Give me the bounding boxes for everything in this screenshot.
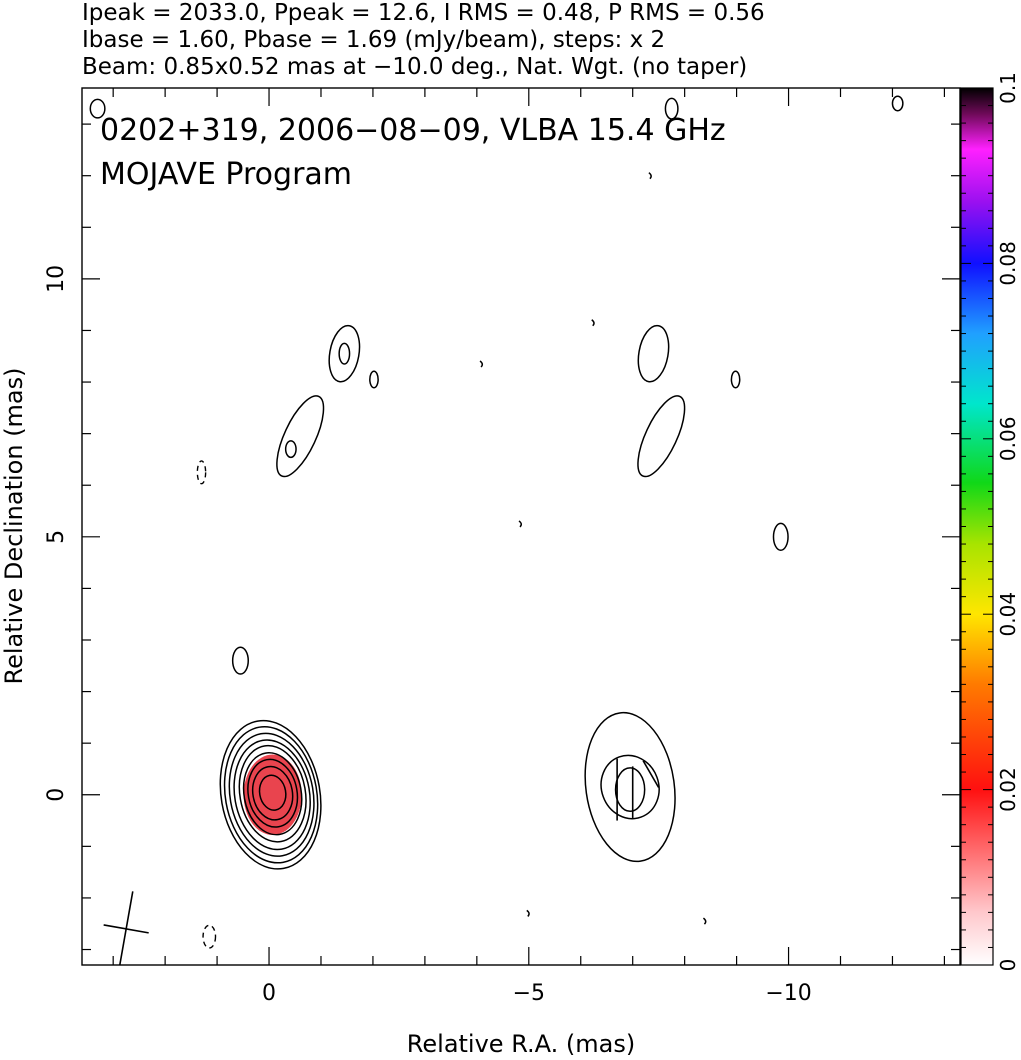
noise-blob-3: [518, 520, 523, 528]
plot-content: [89, 95, 904, 965]
beam-minor-axis: [103, 924, 149, 934]
colorbar: [960, 87, 994, 966]
x-tick-label: −10: [765, 981, 811, 1006]
polarization-contour-5: [637, 395, 686, 478]
intensity-negative-contour-1: [202, 924, 217, 949]
y-tick-label: 10: [44, 265, 69, 293]
polarization-evpa-vector-2: [642, 760, 660, 788]
colorbar-tick-label: 0.08: [996, 241, 1020, 286]
header-line-1: Ipeak = 2033.0, Ppeak = 12.6, I RMS = 0.…: [82, 0, 765, 26]
colorbar-tick-label: 0.02: [996, 767, 1020, 812]
polarization-contour-2: [614, 767, 646, 813]
header-line-3: Beam: 0.85x0.52 mas at −10.0 deg., Nat. …: [82, 54, 747, 80]
intensity-contour-10: [328, 324, 361, 383]
source-annotation: 0202+319, 2006−08−09, VLBA 15.4 GHz: [100, 113, 726, 148]
colorbar-tick-label: 0.06: [996, 417, 1020, 462]
polarization-contour-4: [730, 370, 741, 389]
intensity-contour-1: [223, 725, 319, 864]
y-tick-label: 5: [44, 530, 69, 544]
intensity-negative-contour-0: [196, 460, 207, 485]
intensity-contour-7: [251, 765, 294, 821]
x-tick-label: −5: [513, 981, 545, 1006]
x-axis-label: Relative R.A. (mas): [407, 1030, 635, 1058]
noise-blob-1: [591, 319, 595, 327]
intensity-contour-4: [238, 744, 307, 843]
intensity-contour-0: [219, 719, 322, 870]
intensity-contour-9: [231, 646, 249, 675]
x-tick-label: 0: [262, 981, 276, 1006]
polarization-contour-0: [584, 711, 676, 863]
polarization-contour-1: [600, 754, 660, 820]
axes: 0 −5 −10 0 5 10: [44, 88, 960, 1006]
polarization-contour-7: [664, 97, 679, 120]
noise-blob-0: [479, 360, 484, 368]
intensity-contour-2: [228, 732, 315, 857]
header-line-2: Ibase = 1.60, Pbase = 1.69 (mJy/beam), s…: [82, 27, 665, 53]
intensity-contour-6: [247, 758, 299, 828]
program-annotation: MOJAVE Program: [100, 157, 352, 192]
colorbar-ticks: 0 0.02 0.04 0.06 0.08 0.1: [961, 72, 1020, 971]
polarization-contour-8: [891, 95, 904, 112]
intensity-contour-3: [233, 739, 311, 851]
noise-blob-5: [702, 917, 707, 925]
intensity-contour-13: [276, 395, 325, 478]
intensity-contour-12: [369, 370, 379, 389]
intensity-contour-11: [338, 342, 351, 365]
colorbar-tick-label: 0.1: [996, 72, 1020, 104]
plot-frame: [81, 87, 961, 966]
polarization-contour-3: [637, 324, 670, 383]
noise-blob-2: [648, 172, 652, 180]
intensity-contour-5: [242, 752, 303, 836]
colorbar-tick-label: 0.04: [996, 592, 1020, 637]
colorbar-tick-label: 0: [996, 959, 1020, 972]
polarization-contour-6: [772, 522, 789, 551]
intensity-contour-15: [89, 98, 106, 119]
intensity-contour-14: [284, 440, 297, 459]
plot-area: [89, 95, 904, 965]
y-axis-label: Relative Declination (mas): [0, 367, 28, 684]
y-tick-label: 0: [44, 788, 69, 802]
noise-blob-4: [526, 909, 530, 917]
intensity-core-fill: [243, 754, 302, 835]
intensity-contour-8: [258, 774, 287, 811]
